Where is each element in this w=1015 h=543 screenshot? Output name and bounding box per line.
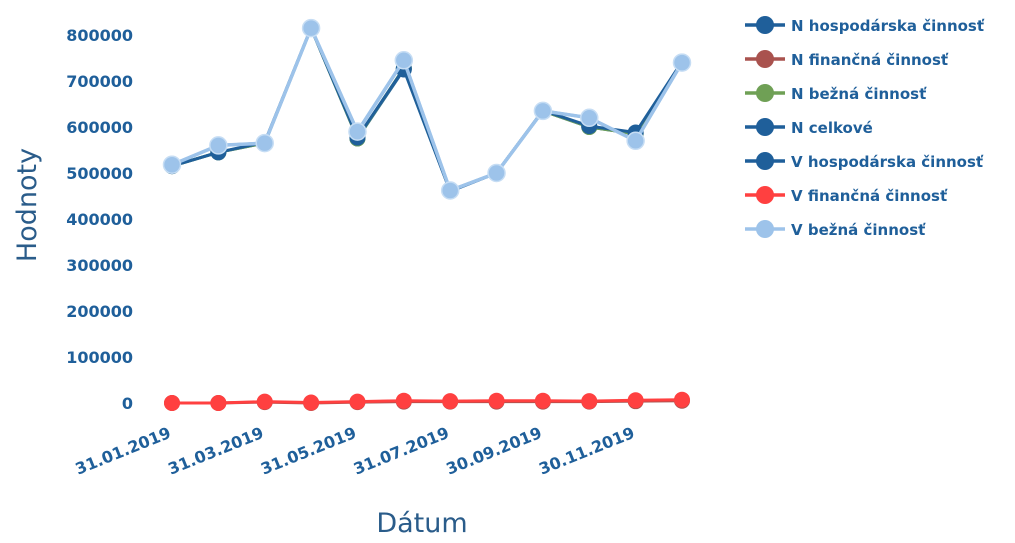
series-6	[162, 18, 692, 200]
legend-swatch-marker	[756, 84, 774, 102]
legend-swatch-marker	[756, 186, 774, 204]
legend-label: N hospodárska činnosť	[791, 17, 985, 35]
y-axis-ticks: 0 100000 200000 300000 400000 500000 600000 700…	[66, 26, 133, 413]
y-tick-label: 0	[122, 394, 133, 413]
series-line	[171, 26, 684, 193]
data-point	[672, 53, 692, 72]
data-point	[627, 392, 644, 409]
data-point	[348, 122, 367, 141]
series-3	[164, 20, 690, 199]
data-point	[209, 136, 228, 155]
x-tick-label: 31.05.2019	[258, 423, 359, 479]
y-tick-label: 400000	[66, 210, 133, 229]
x-tick-label: 30.11.2019	[536, 423, 637, 479]
legend-item: N celkové	[745, 118, 873, 137]
legend-item: V hospodárska činnosť	[745, 152, 984, 171]
legend-swatch-marker	[756, 16, 774, 34]
series-line	[171, 26, 684, 193]
series-line	[171, 26, 684, 192]
legend-label: V bežná činnosť	[791, 221, 926, 239]
series-line	[171, 26, 684, 193]
x-tick-label: 31.03.2019	[165, 423, 266, 479]
data-point	[394, 51, 414, 70]
data-point	[580, 108, 599, 128]
data-point	[210, 395, 227, 411]
y-tick-label: 100000	[66, 348, 133, 367]
series-4	[164, 20, 690, 199]
y-axis-title: Hodnoty	[12, 148, 43, 262]
y-tick-label: 500000	[66, 164, 133, 183]
data-point	[626, 131, 645, 151]
data-point	[164, 395, 180, 411]
data-point	[487, 163, 506, 183]
x-axis-ticks: 31.01.201931.03.201931.05.201931.07.2019…	[73, 423, 638, 479]
data-point	[488, 392, 505, 409]
data-point	[301, 18, 321, 38]
data-point	[674, 391, 690, 408]
series-2	[164, 20, 690, 199]
legend-label: N finančná činnosť	[791, 51, 949, 69]
legend: N hospodárska činnosť N finančná činnosť N…	[745, 16, 985, 239]
data-point	[395, 392, 412, 409]
data-point	[533, 101, 553, 121]
data-point	[256, 393, 273, 410]
x-tick-label: 30.09.2019	[443, 423, 544, 479]
data-point	[162, 155, 182, 174]
x-tick-label: 31.07.2019	[351, 423, 452, 479]
y-tick-label: 300000	[66, 256, 133, 275]
legend-item: N hospodárska činnosť	[745, 16, 985, 35]
legend-label: N bežná činnosť	[791, 85, 927, 103]
data-point	[255, 133, 274, 153]
legend-swatch-marker	[756, 220, 774, 238]
series-0	[164, 20, 690, 200]
legend-item: N finančná činnosť	[745, 50, 949, 69]
series-line	[171, 26, 684, 192]
x-axis-title: Dátum	[376, 508, 467, 539]
legend-item: V finančná činnosť	[745, 186, 948, 205]
y-tick-label: 700000	[66, 72, 133, 91]
data-point	[442, 393, 459, 410]
legend-item: N bežná činnosť	[745, 84, 927, 103]
y-tick-label: 200000	[66, 302, 133, 321]
legend-swatch-marker	[756, 50, 774, 68]
data-point	[440, 181, 460, 200]
x-tick-label: 31.01.2019	[73, 423, 174, 479]
legend-label: V hospodárska činnosť	[791, 153, 984, 171]
legend-swatch-marker	[756, 152, 774, 170]
data-point	[349, 393, 366, 410]
legend-label: N celkové	[791, 119, 873, 137]
legend-swatch-marker	[756, 118, 774, 136]
series-5	[164, 391, 690, 411]
data-point	[581, 393, 598, 410]
data-point	[303, 394, 320, 411]
y-tick-label: 600000	[66, 118, 133, 137]
legend-label: V finančná činnosť	[791, 187, 948, 205]
y-tick-label: 800000	[66, 26, 133, 45]
data-point	[534, 392, 551, 409]
series-layer	[162, 18, 692, 411]
legend-item: V bežná činnosť	[745, 220, 926, 239]
